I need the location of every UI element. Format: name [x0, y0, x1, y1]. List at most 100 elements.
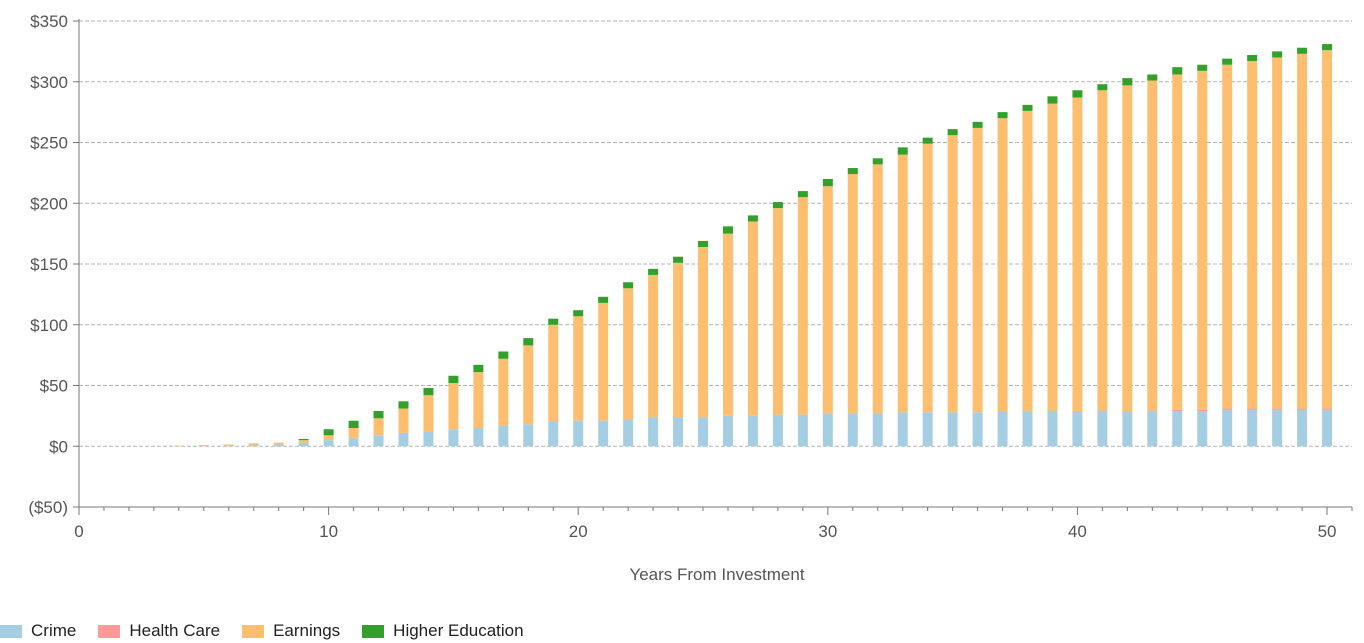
grid-lines [79, 20, 1352, 447]
bar-segment [573, 420, 584, 447]
bar-segment [972, 127, 983, 413]
axes [73, 19, 1353, 515]
x-tick-label: 40 [1068, 522, 1087, 541]
bar-segment [1172, 411, 1183, 447]
bar-segment [1197, 409, 1208, 412]
bar-segment [922, 412, 933, 447]
bar-segment [1247, 55, 1258, 62]
bar-segment [623, 419, 634, 447]
bar-segment [772, 202, 783, 209]
x-tick-label: 20 [569, 522, 588, 541]
bar-segment [1097, 411, 1108, 447]
bar-series [173, 44, 1333, 447]
bar-segment [747, 215, 758, 222]
legend: Crime Health Care Earnings Higher Education [0, 620, 546, 642]
bar-segment [922, 137, 933, 144]
bar-segment [398, 408, 409, 433]
y-tick-label: $0 [49, 437, 68, 456]
bar-segment [623, 288, 634, 420]
bar-segment [273, 442, 284, 445]
bar-segment [248, 445, 259, 447]
bar-segment [448, 383, 459, 430]
bar-segment [1122, 85, 1133, 412]
bar-segment [548, 421, 559, 447]
legend-swatch [362, 624, 385, 638]
bar-segment [223, 444, 234, 446]
bar-segment [348, 420, 359, 429]
bar-segment [1297, 47, 1308, 54]
bar-segment [1197, 70, 1208, 410]
bar-segment [1247, 61, 1258, 409]
bar-segment [298, 440, 309, 443]
bar-segment [698, 417, 709, 447]
bar-segment [797, 197, 808, 415]
bar-segment [997, 118, 1008, 412]
bar-segment [173, 445, 184, 447]
legend-swatch [0, 624, 22, 638]
x-tick-label: 30 [818, 522, 837, 541]
bar-segment [673, 256, 684, 263]
bar-segment [947, 135, 958, 413]
bar-segment [747, 221, 758, 416]
bar-segment [1122, 78, 1133, 86]
bar-segment [1172, 74, 1183, 410]
bar-segment [448, 375, 459, 384]
bar-segment [448, 429, 459, 447]
bar-segment [573, 310, 584, 317]
bar-segment [1322, 408, 1333, 410]
bar-segment [548, 318, 559, 325]
bar-segment [623, 282, 634, 289]
bar-segment [1272, 409, 1283, 447]
bar-segment [822, 186, 833, 414]
bar-segment [1022, 110, 1033, 412]
legend-item: Crime [0, 621, 76, 641]
tick-labels: ($50) $0 $50 $100 $150 $200 $250 $300 $350 0 10 20 3… [28, 12, 1336, 541]
bar-segment [473, 428, 484, 447]
bar-segment [997, 411, 1008, 447]
bar-segment [872, 158, 883, 165]
bar-segment [1022, 104, 1033, 111]
bar-segment [722, 226, 733, 234]
bar-segment [897, 147, 908, 155]
bar-segment [1172, 67, 1183, 75]
bar-segment [772, 208, 783, 415]
bar-segment [398, 432, 409, 447]
bar-segment [1222, 58, 1233, 65]
bar-segment [1147, 74, 1158, 81]
bar-segment [498, 425, 509, 447]
bar-segment [223, 445, 234, 447]
bar-segment [1197, 411, 1208, 447]
bar-segment [198, 445, 209, 447]
legend-swatch [98, 624, 121, 638]
bar-segment [1147, 411, 1158, 447]
bar-segment [1047, 103, 1058, 412]
bar-segment [922, 143, 933, 413]
bar-segment [772, 414, 783, 447]
legend-label: Health Care [129, 621, 221, 640]
y-tick-label: ($50) [28, 498, 68, 517]
bar-segment [1297, 53, 1308, 409]
legend-swatch [242, 624, 265, 638]
bar-segment [348, 437, 359, 447]
bar-segment [1247, 409, 1258, 447]
bar-segment [698, 246, 709, 418]
bar-segment [822, 178, 833, 187]
y-tick-label: $300 [30, 73, 68, 92]
y-tick-label: $150 [30, 255, 68, 274]
bar-segment [1147, 80, 1158, 412]
x-axis-label: Years From Investment [629, 565, 804, 584]
bar-segment [872, 413, 883, 447]
bar-segment [698, 240, 709, 247]
bar-segment [1072, 90, 1083, 98]
bar-segment [1022, 411, 1033, 447]
bar-segment [598, 420, 609, 447]
bar-segment [648, 274, 659, 418]
bar-segment [398, 401, 409, 409]
bar-segment [1072, 97, 1083, 412]
bar-segment [1172, 409, 1183, 412]
bar-segment [722, 233, 733, 416]
bar-segment [548, 324, 559, 422]
bar-segment [348, 428, 359, 438]
bar-segment [473, 372, 484, 429]
